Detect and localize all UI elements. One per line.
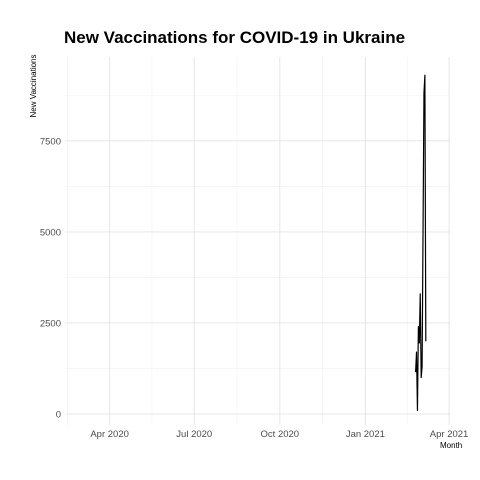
series-line-0 [414,74,427,412]
y-tick-label: 7500 [40,136,61,147]
grid [65,57,450,425]
y-tick-label: 0 [56,410,61,421]
y-tick-label: 2500 [40,318,61,329]
x-tick-label: Apr 2021 [430,429,469,440]
chart-title: New Vaccinations for COVID-19 in Ukraine [64,28,405,47]
x-tick-label: Apr 2020 [90,429,129,440]
x-tick-label: Jan 2021 [346,429,385,440]
x-tick-label: Jul 2020 [176,429,212,440]
y-axis-title: New Vaccinations [29,55,38,118]
axes: 0 2500 5000 7500 Apr 2020 Jul 2020 Oct 2020 Jan… [40,136,468,440]
series-layer [414,74,427,412]
x-axis-title: Month [440,441,462,450]
y-tick-label: 5000 [40,227,61,238]
x-tick-label: Oct 2020 [261,429,300,440]
